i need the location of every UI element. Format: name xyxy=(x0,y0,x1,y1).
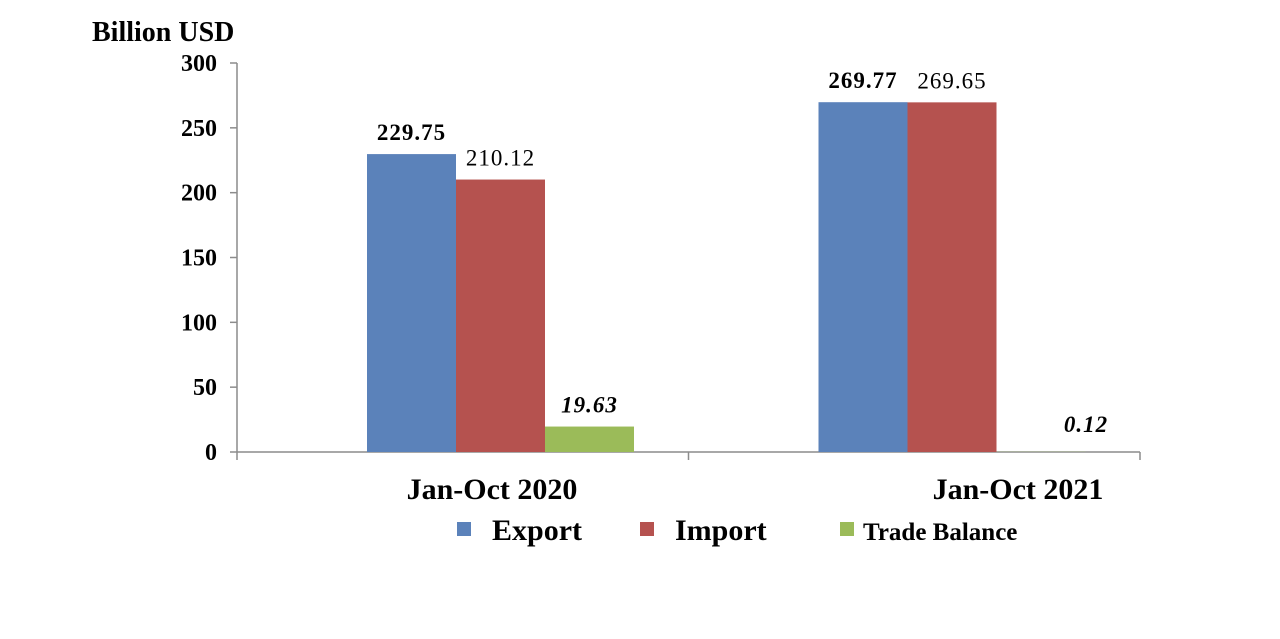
data-label-import-1: 210.12 xyxy=(466,146,535,171)
bar-export-2 xyxy=(818,102,908,452)
y-unit-label: Billion USD xyxy=(92,17,234,48)
data-label-trade-balance-2: 0.12 xyxy=(1064,412,1108,437)
bar-import-1 xyxy=(456,179,545,452)
y-tick-label: 300 xyxy=(181,51,217,77)
bars xyxy=(367,102,1086,453)
y-tick-label: 250 xyxy=(181,116,217,142)
legend-swatch-import xyxy=(640,522,654,536)
legend-label-import: Import xyxy=(675,514,767,547)
legend-label-export: Export xyxy=(492,514,582,547)
y-tick-label: 200 xyxy=(181,181,217,207)
x-category-label: Jan-Oct 2020 xyxy=(407,473,578,506)
x-axis: Jan-Oct 2020 Jan-Oct 2021 xyxy=(236,451,1141,506)
data-label-trade-balance-1: 19.63 xyxy=(561,393,618,418)
y-tick-label: 50 xyxy=(193,375,217,401)
y-axis: 0 50 100 150 200 250 300 xyxy=(181,51,238,466)
data-labels: 229.75 210.12 19.63 269.77 269.65 0.12 xyxy=(377,68,1108,437)
legend: Export Import Trade Balance xyxy=(457,514,1017,547)
bar-export-1 xyxy=(367,154,456,453)
data-label-export-1: 229.75 xyxy=(377,120,446,145)
legend-label-trade-balance: Trade Balance xyxy=(863,519,1017,546)
bar-import-2 xyxy=(907,102,997,453)
bar-trade-balance-1 xyxy=(545,426,634,452)
data-label-import-2: 269.65 xyxy=(917,68,986,93)
legend-swatch-trade-balance xyxy=(840,522,854,536)
x-category-label: Jan-Oct 2021 xyxy=(933,473,1104,506)
y-tick-label: 150 xyxy=(181,246,217,272)
y-tick-label: 100 xyxy=(181,310,217,336)
data-label-export-2: 269.77 xyxy=(828,68,897,93)
y-tick-label: 0 xyxy=(205,440,217,466)
legend-swatch-export xyxy=(457,522,471,536)
